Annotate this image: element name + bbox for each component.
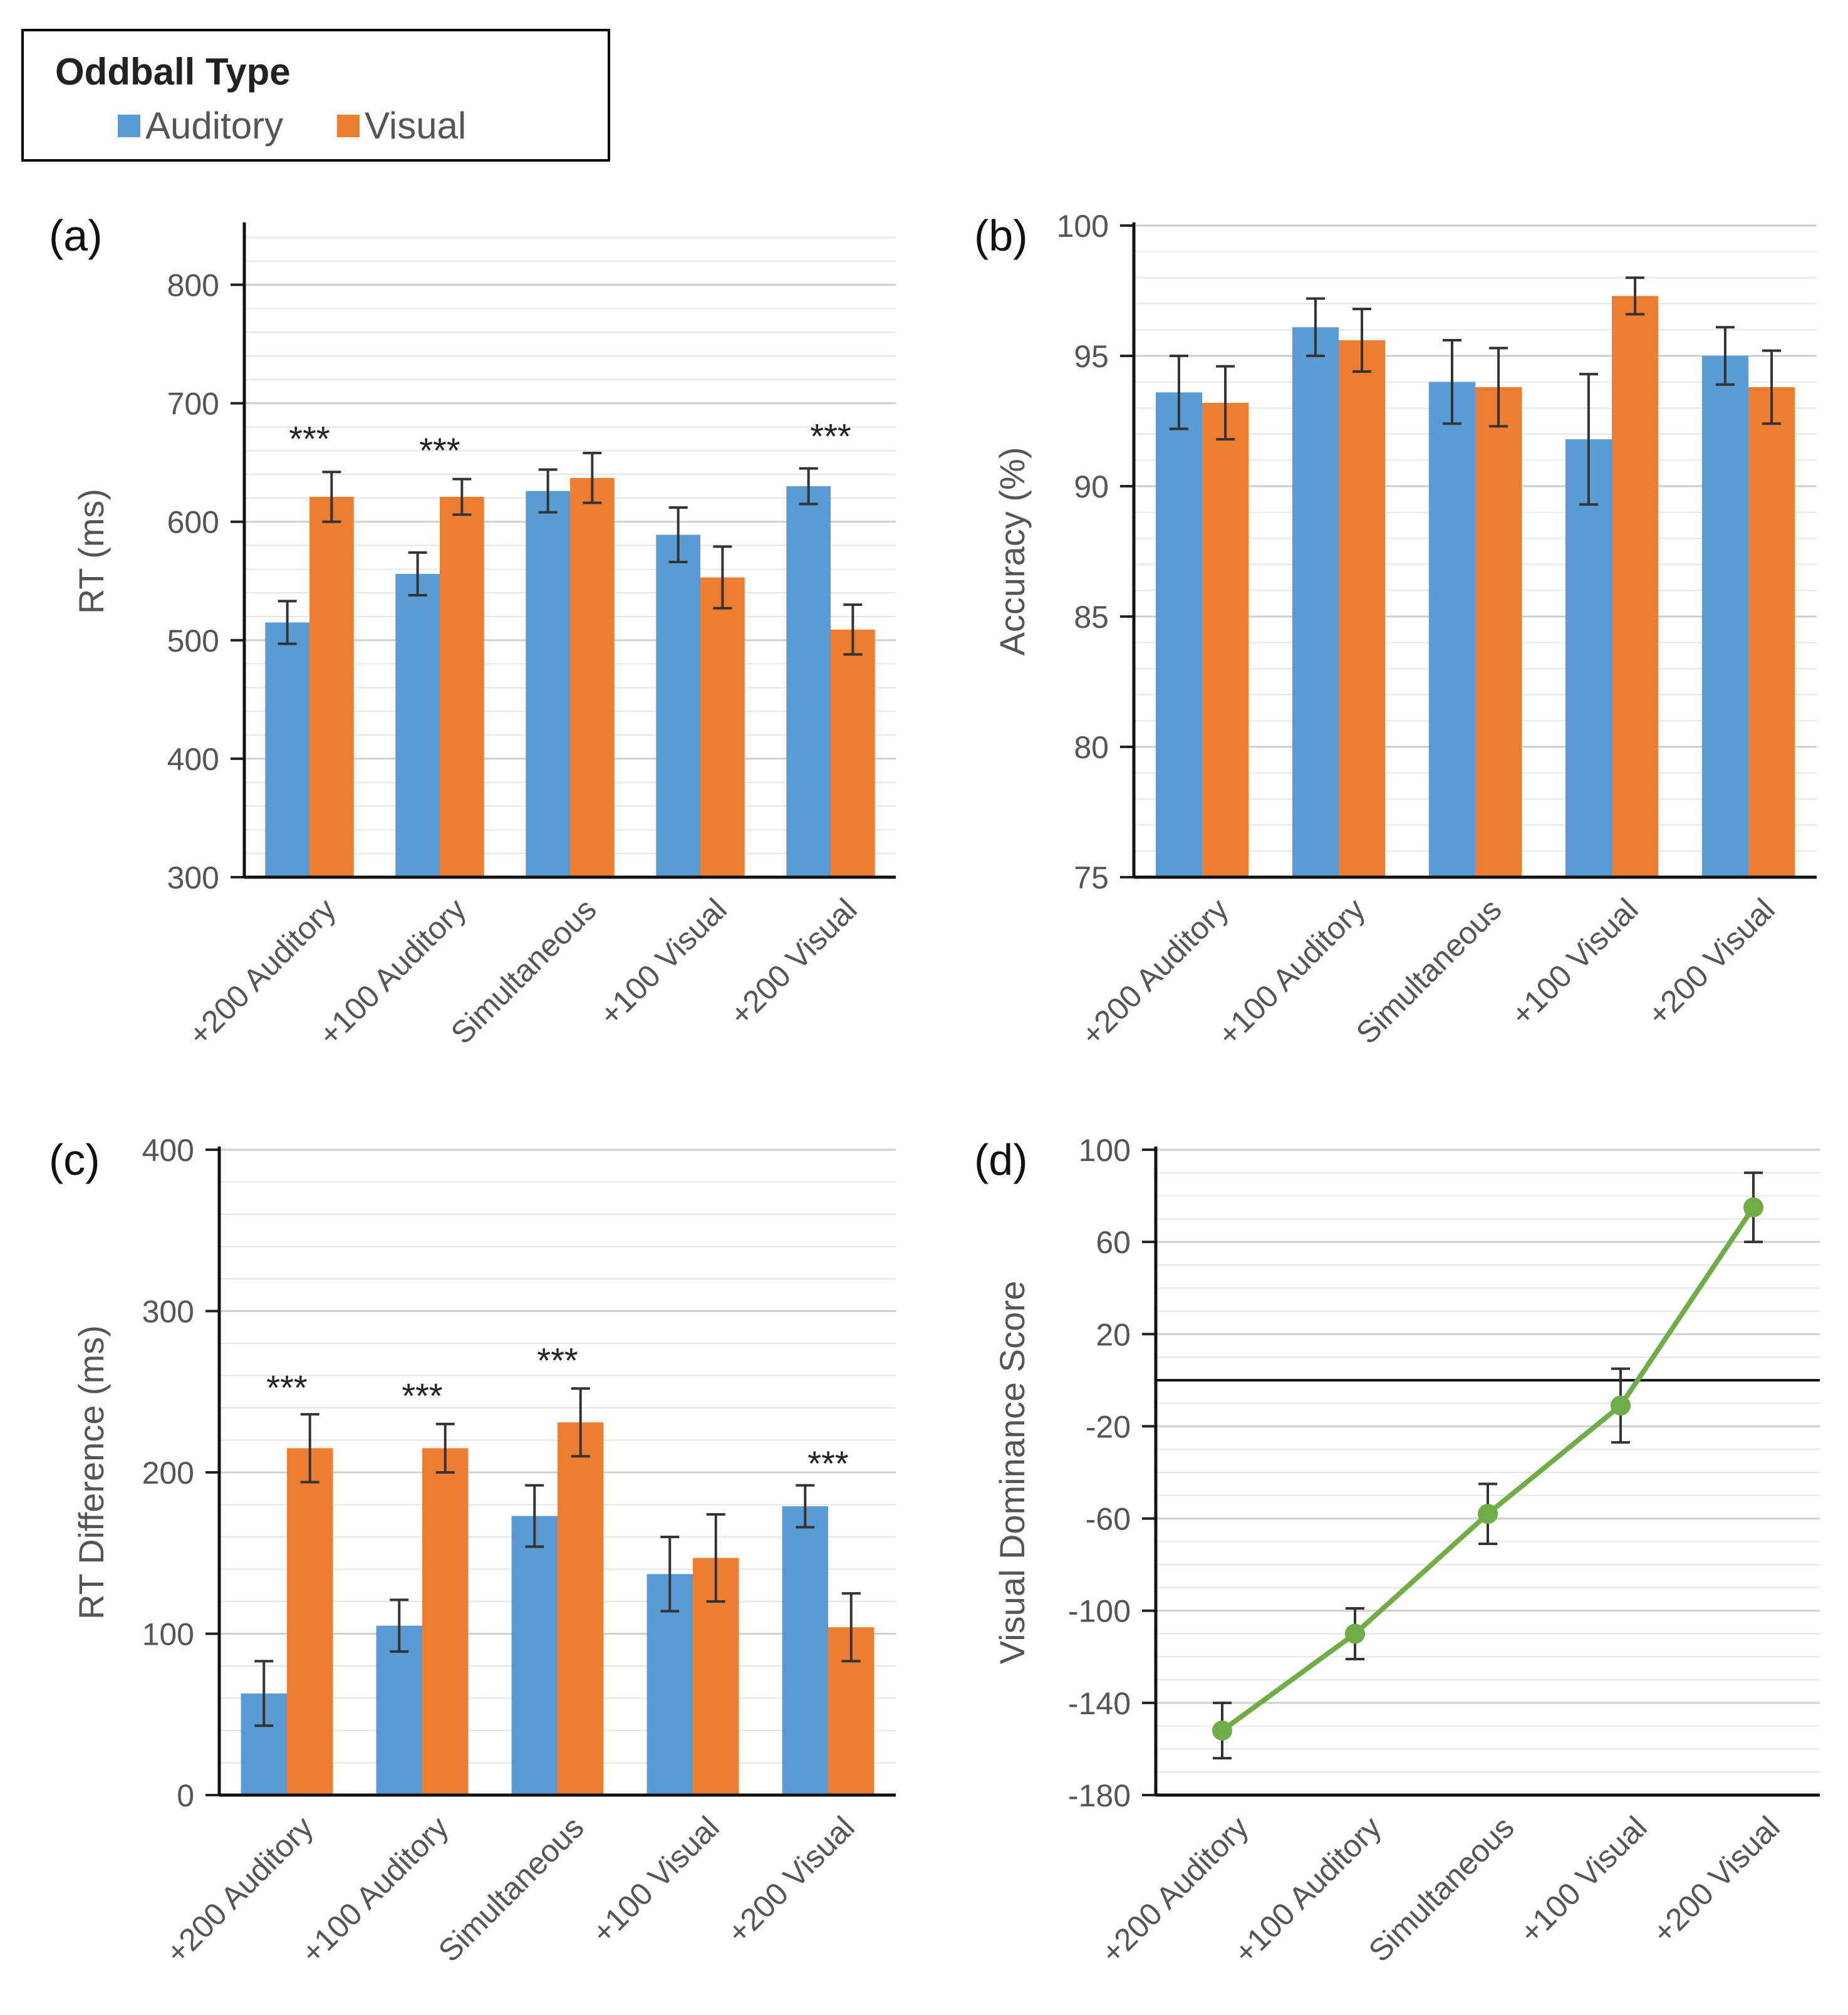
panel-label: (a) [49,211,103,260]
legend-entry-auditory: Auditory [118,104,283,147]
bar-visual [831,629,875,877]
y-tick-label: -20 [1086,1409,1131,1444]
y-axis-title: Visual Dominance Score [992,1281,1032,1664]
legend-label-visual: Visual [365,105,467,147]
bar-auditory [1428,382,1475,877]
y-tick-label: 100 [142,1617,194,1652]
legend-swatch-visual [337,114,360,137]
y-axis-title: RT (ms) [71,489,111,614]
bar-visual [1202,402,1249,877]
bar-auditory [786,486,831,877]
significance-marker: *** [810,416,851,456]
x-category-label: +200 Visual [1646,1809,1787,1950]
y-tick-label: -60 [1086,1502,1131,1537]
panel-label: (c) [49,1135,100,1184]
legend-swatch-auditory [118,114,140,137]
bar-auditory [395,573,440,877]
y-tick-label: 100 [1079,1133,1131,1168]
x-category-label: +100 Visual [1504,892,1645,1033]
y-tick-label: 60 [1096,1225,1131,1260]
data-point [1212,1721,1232,1741]
y-tick-label: 300 [167,860,219,895]
y-tick-label: -140 [1068,1686,1131,1721]
bar-visual [309,497,354,877]
bar-visual [422,1448,469,1795]
y-tick-label: 200 [142,1455,194,1491]
significance-marker: *** [402,1376,442,1415]
bar-visual [558,1422,604,1795]
series-line [1220,1205,1756,1733]
y-tick-label: 100 [1057,209,1109,244]
y-tick-label: -100 [1068,1594,1131,1629]
bar-auditory [782,1506,828,1795]
legend-label-auditory: Auditory [145,105,284,147]
y-tick-label: 400 [142,1133,194,1168]
x-category-label: +100 Visual [593,892,734,1033]
panel-label: (b) [974,211,1028,260]
bar-visual [700,577,745,877]
bar-visual [440,497,484,877]
y-tick-label: 600 [167,505,219,540]
bar-visual [1475,387,1522,877]
y-tick-label: 0 [177,1778,194,1813]
legend-box: Oddball Type Auditory Visual [21,29,610,162]
significance-marker: *** [266,1368,307,1407]
bar-visual [1612,296,1659,877]
y-tick-label: 85 [1074,600,1109,635]
legend-entry-visual: Visual [337,104,466,147]
x-category-label: +100 Visual [585,1809,726,1950]
bar-auditory [1155,392,1202,877]
x-category-label: Simultaneous [1349,892,1508,1051]
bar-auditory [526,491,570,877]
bar-auditory [1292,327,1339,877]
y-tick-label: 800 [167,268,219,303]
y-tick-label: 400 [167,742,219,777]
y-tick-label: 300 [142,1294,194,1330]
significance-marker: *** [419,430,460,470]
y-tick-label: 95 [1074,339,1109,374]
bar-auditory [265,622,309,877]
panel-label: (d) [974,1135,1028,1184]
y-tick-label: 80 [1074,730,1109,765]
data-point [1345,1623,1365,1644]
x-category-label: +100 Visual [1513,1809,1654,1950]
y-axis-title: Accuracy (%) [992,447,1032,656]
x-category-label: +200 Visual [720,1809,861,1950]
x-category-label: Simultaneous [432,1809,591,1969]
significance-marker: *** [807,1444,848,1483]
bar-auditory [511,1516,558,1795]
y-tick-label: 700 [167,387,219,422]
y-axis-title: RT Difference (ms) [71,1325,111,1620]
data-point [1478,1504,1498,1524]
x-category-label: +100 Auditory [1211,892,1372,1053]
bar-visual [287,1448,333,1795]
y-tick-label: 500 [167,623,219,659]
y-tick-label: 20 [1096,1317,1131,1352]
significance-marker: *** [537,1340,578,1380]
bar-visual [1748,387,1795,877]
y-tick-label: 90 [1074,469,1109,504]
bar-auditory [376,1625,422,1795]
bar-auditory [1565,439,1612,877]
data-point [1743,1197,1763,1217]
y-tick-label: -180 [1068,1778,1131,1813]
x-category-label: +200 Visual [1641,892,1782,1033]
y-tick-label: 75 [1074,860,1109,895]
bar-auditory [656,534,700,877]
significance-marker: *** [289,419,330,458]
legend-title: Oddball Type [55,51,291,93]
bar-visual [1339,340,1386,877]
bar-visual [570,477,615,877]
data-point [1611,1395,1631,1416]
bar-auditory [1701,356,1748,877]
x-category-label: +200 Visual [723,892,864,1033]
